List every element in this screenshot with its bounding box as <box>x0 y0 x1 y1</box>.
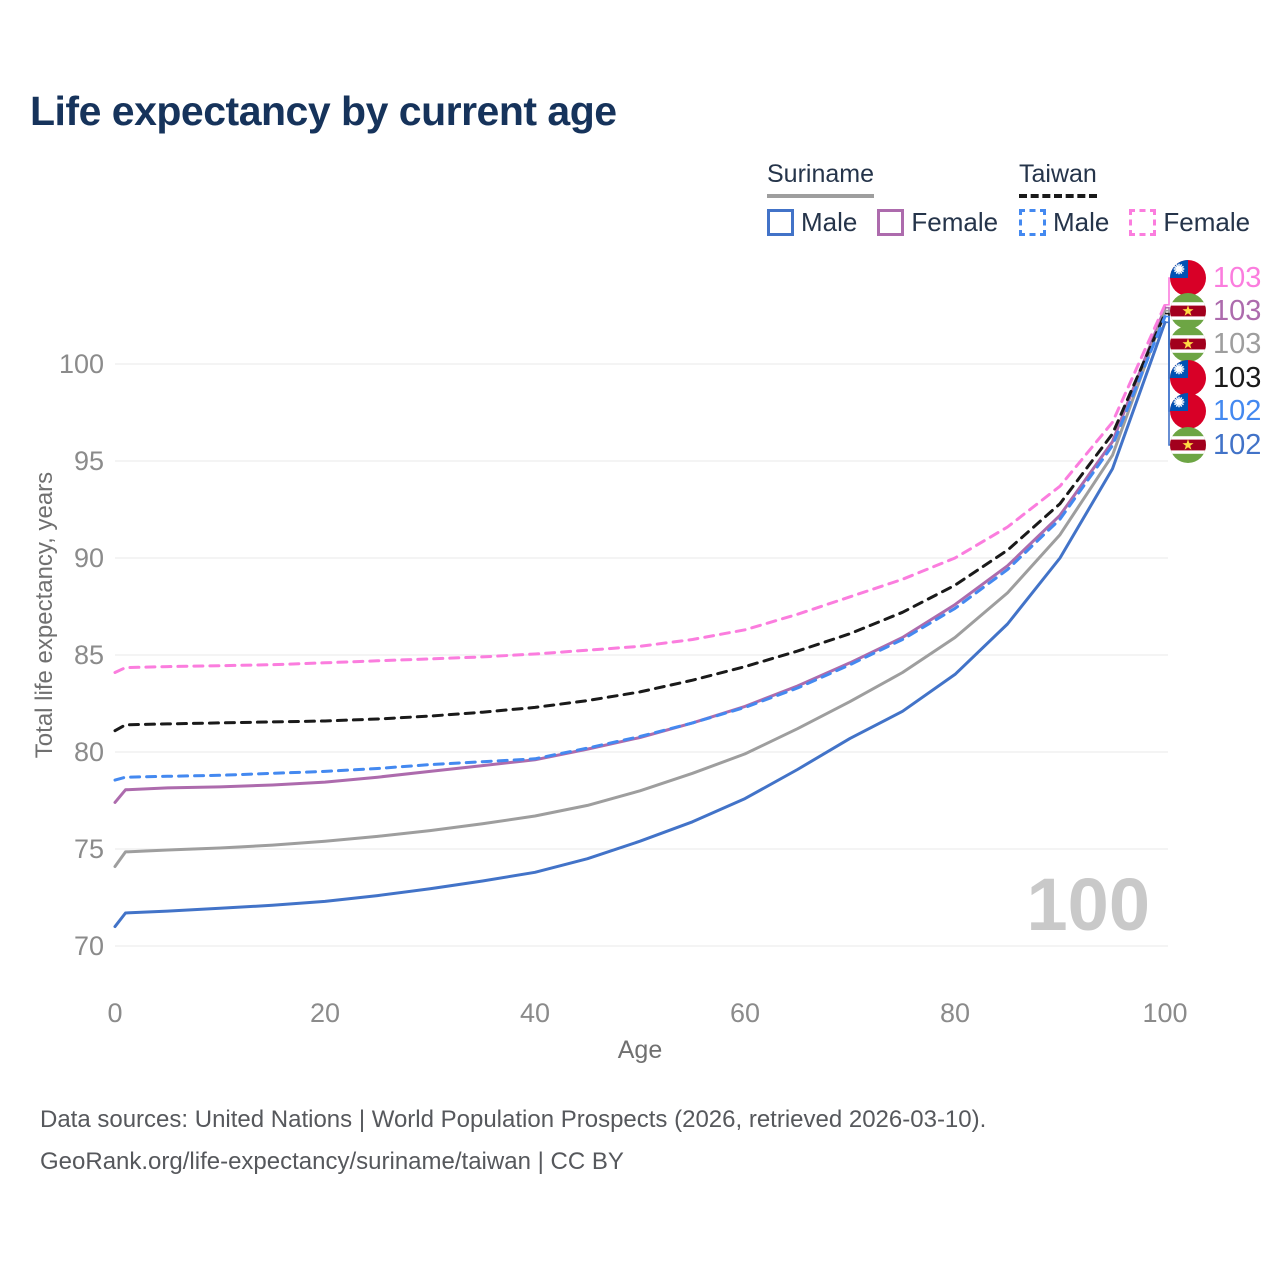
x-tick-label-20: 20 <box>310 998 340 1028</box>
legend-group-suriname: Suriname Male Female <box>767 160 998 238</box>
taiwan-female-line-swatch <box>1129 209 1157 236</box>
x-tick-label-80: 80 <box>940 998 970 1028</box>
suriname-flag-icon <box>1170 326 1206 362</box>
x-tick-label-60: 60 <box>730 998 760 1028</box>
footer-data-sources: Data sources: United Nations | World Pop… <box>40 1106 987 1133</box>
series-line-suriname-all <box>113 309 1167 868</box>
taiwan-male-line-swatch <box>1019 209 1046 236</box>
end-label-row-taiwan-all: 103 <box>1170 360 1261 396</box>
legend-country-taiwan[interactable]: Taiwan <box>1019 160 1097 198</box>
suriname-flag-icon <box>1170 293 1206 329</box>
end-label-row-taiwan-female: 103 <box>1170 260 1261 296</box>
series-line-taiwan-male <box>113 315 1167 782</box>
end-label-row-suriname-female: 103 <box>1170 293 1261 329</box>
legend-country-suriname[interactable]: Suriname <box>767 160 874 198</box>
y-tick-label-90: 90 <box>74 543 104 573</box>
end-label-value: 102 <box>1213 429 1262 461</box>
y-tick-label-70: 70 <box>74 931 104 961</box>
legend-item-label: Female <box>911 207 999 237</box>
end-label-value: 102 <box>1213 395 1262 427</box>
legend-group-taiwan: Taiwan Male Female <box>1019 160 1250 238</box>
x-tick-label-100: 100 <box>1142 998 1187 1028</box>
end-label-value: 103 <box>1213 295 1262 327</box>
end-label-row-suriname-all: 103 <box>1170 326 1261 362</box>
legend-item-suriname-female[interactable]: Female <box>877 207 998 238</box>
end-label-row-taiwan-male: 102 <box>1170 393 1261 429</box>
end-label-row-suriname-male: 102 <box>1170 427 1261 463</box>
current-age-watermark: 100 <box>1026 863 1150 946</box>
series-line-suriname-male <box>113 320 1167 929</box>
legend-item-label: Male <box>801 207 858 237</box>
legend-item-taiwan-male[interactable]: Male <box>1019 207 1109 238</box>
suriname-female-line-swatch <box>877 209 905 236</box>
y-tick-label-75: 75 <box>74 834 104 864</box>
suriname-male-line-swatch <box>767 209 794 236</box>
x-tick-label-40: 40 <box>520 998 550 1028</box>
series-line-suriname-female <box>113 306 1167 804</box>
end-label-value: 103 <box>1213 362 1262 394</box>
end-label-value: 103 <box>1213 262 1262 294</box>
y-axis-title: Total life expectancy, years <box>31 471 58 759</box>
series-line-taiwan-female <box>113 303 1167 674</box>
series-line-taiwan-all <box>113 312 1167 733</box>
page-title: Life expectancy by current age <box>30 88 617 134</box>
suriname-flag-icon <box>1170 427 1206 463</box>
legend-item-suriname-male[interactable]: Male <box>767 207 857 238</box>
legend-item-taiwan-female[interactable]: Female <box>1129 207 1250 238</box>
y-tick-label-80: 80 <box>74 737 104 767</box>
y-tick-label-85: 85 <box>74 640 104 670</box>
x-axis-title: Age <box>617 1036 663 1064</box>
footer-attribution: GeoRank.org/life-expectancy/suriname/tai… <box>40 1148 624 1175</box>
legend-item-label: Male <box>1053 207 1110 237</box>
end-label-value: 103 <box>1213 328 1262 360</box>
y-tick-label-95: 95 <box>74 446 104 476</box>
legend-item-label: Female <box>1163 207 1251 237</box>
taiwan-flag-icon <box>1170 260 1206 296</box>
x-tick-label-0: 0 <box>107 998 122 1028</box>
taiwan-flag-icon <box>1170 393 1206 429</box>
y-tick-label-100: 100 <box>59 349 104 379</box>
taiwan-flag-icon <box>1170 360 1206 396</box>
